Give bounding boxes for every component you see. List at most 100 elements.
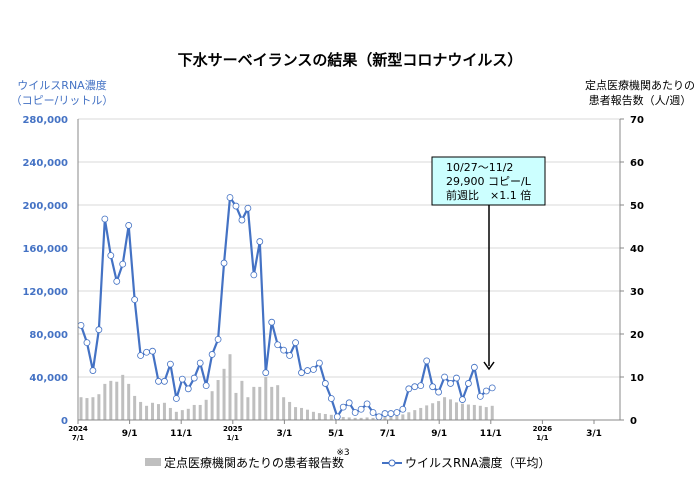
x-tick-label: 11/1	[480, 429, 502, 439]
rna-point	[315, 359, 323, 367]
patient-bar	[466, 404, 470, 420]
rna-point	[411, 383, 419, 391]
patient-bar	[365, 417, 369, 420]
rna-point	[208, 351, 216, 358]
x-tick-label: 1/1	[536, 434, 548, 442]
right-tick-label: 10	[630, 373, 644, 384]
patient-bar	[329, 414, 333, 420]
rna-point	[274, 341, 282, 349]
patient-bar	[240, 380, 244, 420]
rna-point	[268, 318, 276, 326]
rna-point	[464, 380, 472, 387]
patient-bar	[431, 403, 435, 420]
patient-bar	[198, 404, 202, 420]
patient-bar	[449, 399, 453, 420]
rna-point	[202, 382, 210, 390]
patient-bar	[300, 407, 304, 420]
rna-point	[441, 373, 448, 381]
patient-bar	[317, 413, 321, 420]
rna-point	[166, 360, 174, 368]
rna-point	[429, 383, 437, 391]
rna-point	[226, 194, 234, 201]
legend: 定点医療機関あたりの患者報告数 ウイルスRNA濃度（平均）	[145, 455, 551, 470]
rna-point	[101, 215, 109, 223]
patient-bar	[311, 411, 315, 420]
x-tick-year: 2025	[223, 425, 243, 433]
chart-title: 下水サーベイランスの結果（新型コロナウイルス）	[178, 51, 523, 69]
rna-point	[321, 380, 329, 387]
rna-point	[149, 347, 156, 355]
patient-bar	[484, 407, 488, 420]
patient-bar	[258, 386, 262, 420]
patient-bar	[413, 410, 417, 420]
left-tick-label: 200,000	[22, 201, 68, 212]
left-axis-label-line2: （コピー/リットル）	[11, 94, 114, 107]
right-tick-label: 60	[630, 158, 644, 169]
rna-point	[459, 396, 466, 403]
patient-bar	[443, 397, 447, 420]
patient-bar	[186, 408, 190, 420]
patient-bar	[401, 414, 405, 420]
patient-bar	[97, 394, 101, 420]
right-axis-label-line1: 定点医療機関あたりの	[585, 78, 695, 92]
patient-bar	[282, 397, 286, 420]
rna-point	[262, 369, 270, 377]
left-axis-label-line1: ウイルスRNA濃度	[17, 78, 106, 92]
x-tick-label: 1/1	[227, 434, 239, 442]
left-tick-label: 280,000	[22, 115, 68, 126]
rna-point	[244, 204, 252, 212]
rna-point	[369, 409, 377, 416]
rna-point	[453, 374, 460, 382]
left-tick-label: 160,000	[22, 244, 68, 255]
patient-bar	[383, 416, 387, 420]
patient-bar	[472, 404, 476, 420]
rna-point	[339, 403, 347, 411]
patient-bar	[228, 354, 232, 420]
rna-point	[238, 216, 246, 224]
rna-point	[399, 405, 407, 413]
patient-bar	[168, 407, 172, 420]
left-tick-label: 80,000	[29, 330, 68, 341]
rna-point	[381, 410, 389, 417]
rna-point	[256, 238, 264, 245]
right-tick-label: 30	[630, 287, 644, 298]
right-tick-label: 40	[630, 244, 644, 255]
rna-point	[143, 348, 150, 356]
x-tick-label: 5/1	[328, 429, 344, 439]
patient-bar	[133, 395, 137, 420]
patient-bar	[91, 397, 95, 420]
rna-point	[119, 260, 127, 268]
rna-point	[327, 395, 335, 402]
x-tick-label: 9/1	[122, 429, 138, 439]
rna-point	[125, 222, 133, 229]
right-tick-label: 50	[630, 201, 644, 212]
legend-bar-label: 定点医療機関あたりの患者報告数	[164, 455, 344, 470]
rna-point	[375, 413, 383, 421]
patient-bar	[419, 407, 423, 420]
rna-point	[304, 367, 311, 374]
x-tick-label: 7/1	[72, 434, 84, 442]
rna-point	[435, 388, 443, 396]
patient-bar	[192, 404, 196, 420]
rna-point	[482, 387, 490, 395]
patient-bar	[294, 407, 298, 420]
patient-bar	[121, 374, 125, 420]
patient-bar	[151, 402, 155, 420]
patient-bar	[180, 410, 184, 420]
rna-point	[363, 400, 371, 408]
patient-bar	[222, 368, 226, 420]
rna-point	[447, 380, 454, 387]
rna-point	[286, 352, 294, 359]
patient-bar	[425, 405, 429, 420]
x-tick-label: 3/1	[276, 429, 292, 439]
rna-point	[351, 409, 359, 416]
patient-bar	[276, 385, 280, 420]
left-tick-label: 120,000	[22, 287, 68, 298]
rna-point	[190, 374, 198, 382]
rna-point	[89, 367, 97, 374]
rna-point	[423, 357, 431, 365]
annotation: 10/27～11/2 29,900 コピー/L 前週比 ×1.1 倍	[431, 156, 546, 371]
x-tick-label: 3/1	[586, 429, 602, 439]
